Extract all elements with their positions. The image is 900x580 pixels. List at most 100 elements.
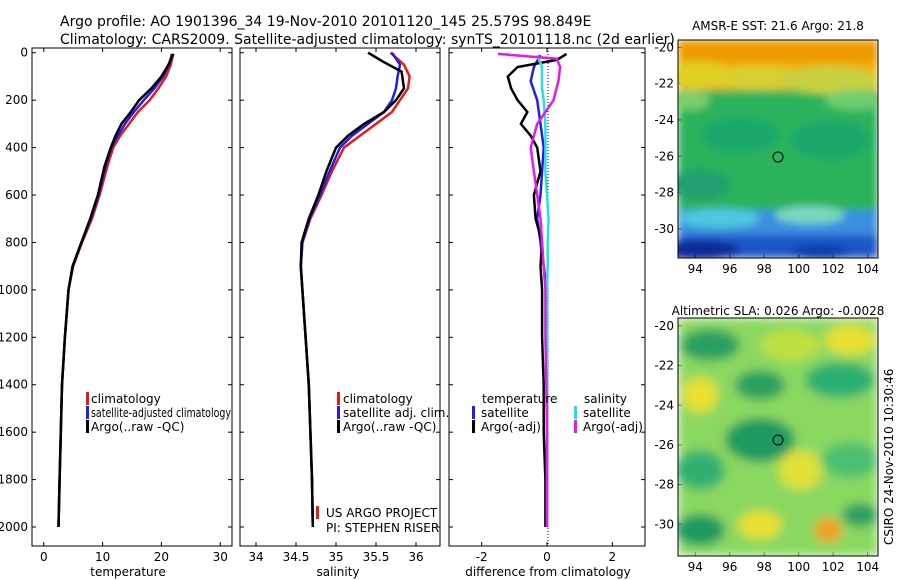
map-x-tick-label: 102 — [822, 560, 845, 574]
salinity-lines — [299, 51, 411, 528]
map-y-tick-label: -28 — [654, 478, 674, 492]
legend-swatch-argo — [337, 420, 340, 433]
legend-label-sal-satellite: satellite — [583, 406, 631, 420]
legend-label-satellite: satellite-adjusted climatology — [91, 406, 231, 420]
map-x-tick-label: 102 — [822, 262, 845, 276]
series-line-argo-raw-qc- — [57, 53, 175, 528]
map-x-tick-label: 96 — [722, 560, 737, 574]
depth-tick-label: 200 — [5, 93, 28, 107]
x-tick-label: 10 — [95, 550, 110, 564]
series-line-salinity-argo-adj- — [497, 52, 562, 527]
series-line-satellite-adjusted-climatology — [57, 53, 174, 528]
x-tick-label: 20 — [154, 550, 169, 564]
series-line-temperature-argo-adj- — [506, 52, 568, 527]
legend-label-sal-argo: Argo(-adj) — [583, 420, 643, 434]
legend-label-argo: Argo(..raw -QC) — [91, 420, 184, 434]
x-tick-label: 36 — [408, 550, 423, 564]
series-line-climatology — [299, 51, 411, 528]
figure-title-line1: Argo profile: AO 1901396_34 19-Nov-2010 … — [60, 14, 591, 30]
salinity-xlabel: salinity — [316, 565, 359, 579]
x-tick-label: 34 — [248, 550, 263, 564]
depth-tick-label: 2000 — [0, 520, 28, 534]
map-y-tick-label: -24 — [654, 398, 674, 412]
map-y-tick-label: -30 — [654, 517, 674, 531]
project-swatch — [316, 506, 319, 519]
depth-tick-label: 1600 — [0, 425, 28, 439]
sla-profile-marker — [772, 434, 784, 446]
legend-label-temp-argo: Argo(-adj) — [481, 420, 541, 434]
map-y-tick-label: -30 — [654, 222, 674, 236]
legend-label-climatology: climatology — [343, 392, 413, 406]
map-y-tick-label: -20 — [654, 319, 674, 333]
map-y-tick-label: -22 — [654, 359, 674, 373]
depth-tick-label: 600 — [5, 188, 28, 202]
legend-title-salinity: salinity — [584, 392, 627, 406]
x-tick-label: 35.5 — [363, 550, 390, 564]
map-y-tick-label: -20 — [654, 40, 674, 54]
legend-swatch-sal-satellite — [574, 406, 577, 419]
series-line-argo-raw-qc- — [299, 51, 406, 528]
series-line-climatology — [57, 53, 175, 528]
temperature-legend: climatology satellite-adjusted climatolo… — [86, 392, 231, 434]
legend-swatch-climatology — [337, 392, 340, 405]
depth-tick-label: 400 — [5, 141, 28, 155]
temperature-xlabel: temperature — [90, 565, 165, 579]
legend-swatch-temp-argo — [472, 420, 475, 433]
difference-lines — [497, 52, 568, 527]
sst-map-title: AMSR-E SST: 21.6 Argo: 21.8 — [692, 19, 864, 33]
x-tick-label: 34.5 — [283, 550, 310, 564]
depth-tick-label: 800 — [5, 235, 28, 249]
depth-tick-label: 1400 — [0, 378, 28, 392]
map-x-tick-label: 104 — [856, 262, 879, 276]
legend-swatch-temp-satellite — [472, 406, 475, 419]
legend-swatch-climatology — [86, 392, 89, 405]
map-x-tick-label: 94 — [688, 262, 703, 276]
x-tick-label: 2 — [609, 550, 617, 564]
sst-heatmap — [678, 40, 878, 258]
sla-heatmap — [678, 318, 878, 556]
x-tick-label: -2 — [476, 550, 488, 564]
temperature-lines — [57, 53, 175, 528]
legend-swatch-sal-argo — [574, 420, 577, 433]
legend-label-argo: Argo(..raw -QC) — [343, 420, 436, 434]
depth-tick-label: 1000 — [0, 283, 28, 297]
pi-credit: PI: STEPHEN RISER — [326, 521, 439, 535]
depth-tick-label: 0 — [20, 46, 28, 60]
difference-legend: temperature satellite Argo(-adj) salinit… — [472, 392, 643, 434]
map-x-tick-label: 100 — [787, 262, 810, 276]
series-line-satellite-adj-clim- — [299, 52, 402, 528]
map-x-tick-label: 98 — [757, 560, 772, 574]
sst-map-frame — [677, 39, 879, 259]
map-x-tick-label: 96 — [722, 262, 737, 276]
map-x-tick-label: 104 — [856, 560, 879, 574]
figure-title-line2: Climatology: CARS2009. Satellite-adjuste… — [60, 32, 675, 48]
legend-title-temperature: temperature — [482, 392, 557, 406]
legend-label-temp-satellite: satellite — [481, 406, 529, 420]
sst-profile-marker — [772, 151, 784, 163]
salinity-legend: climatology satellite adj. clim. Argo(..… — [337, 392, 449, 434]
depth-tick-label: 1200 — [0, 330, 28, 344]
timestamp: CSIRO 24-Nov-2010 10:30:46 — [882, 369, 896, 545]
map-y-tick-label: -22 — [654, 77, 674, 91]
axis-ticks: 0 200 400 600 800 1000 1200 1400 1600 1800 2000 0 10… — [0, 40, 879, 574]
temperature-panel-frame — [31, 47, 233, 547]
map-x-tick-label: 94 — [688, 560, 703, 574]
salinity-panel-frame — [239, 47, 441, 547]
map-y-tick-label: -28 — [654, 186, 674, 200]
legend-label-satellite: satellite adj. clim. — [343, 406, 449, 420]
project-credit: US ARGO PROJECT — [326, 506, 438, 520]
map-x-tick-label: 98 — [757, 262, 772, 276]
x-tick-label: 30 — [213, 550, 228, 564]
legend-label-climatology: climatology — [91, 392, 161, 406]
legend-swatch-satellite — [86, 406, 89, 419]
sla-map-frame — [677, 317, 879, 557]
difference-xlabel: difference from climatology — [465, 565, 631, 579]
sla-map-title: Altimetric SLA: 0.026 Argo: -0.0028 — [672, 304, 885, 318]
map-y-tick-label: -26 — [654, 149, 674, 163]
legend-swatch-satellite — [337, 406, 340, 419]
legend-swatch-argo — [86, 420, 89, 433]
x-tick-label: 35 — [328, 550, 343, 564]
depth-tick-label: 1800 — [0, 473, 28, 487]
x-tick-label: 0 — [543, 550, 551, 564]
